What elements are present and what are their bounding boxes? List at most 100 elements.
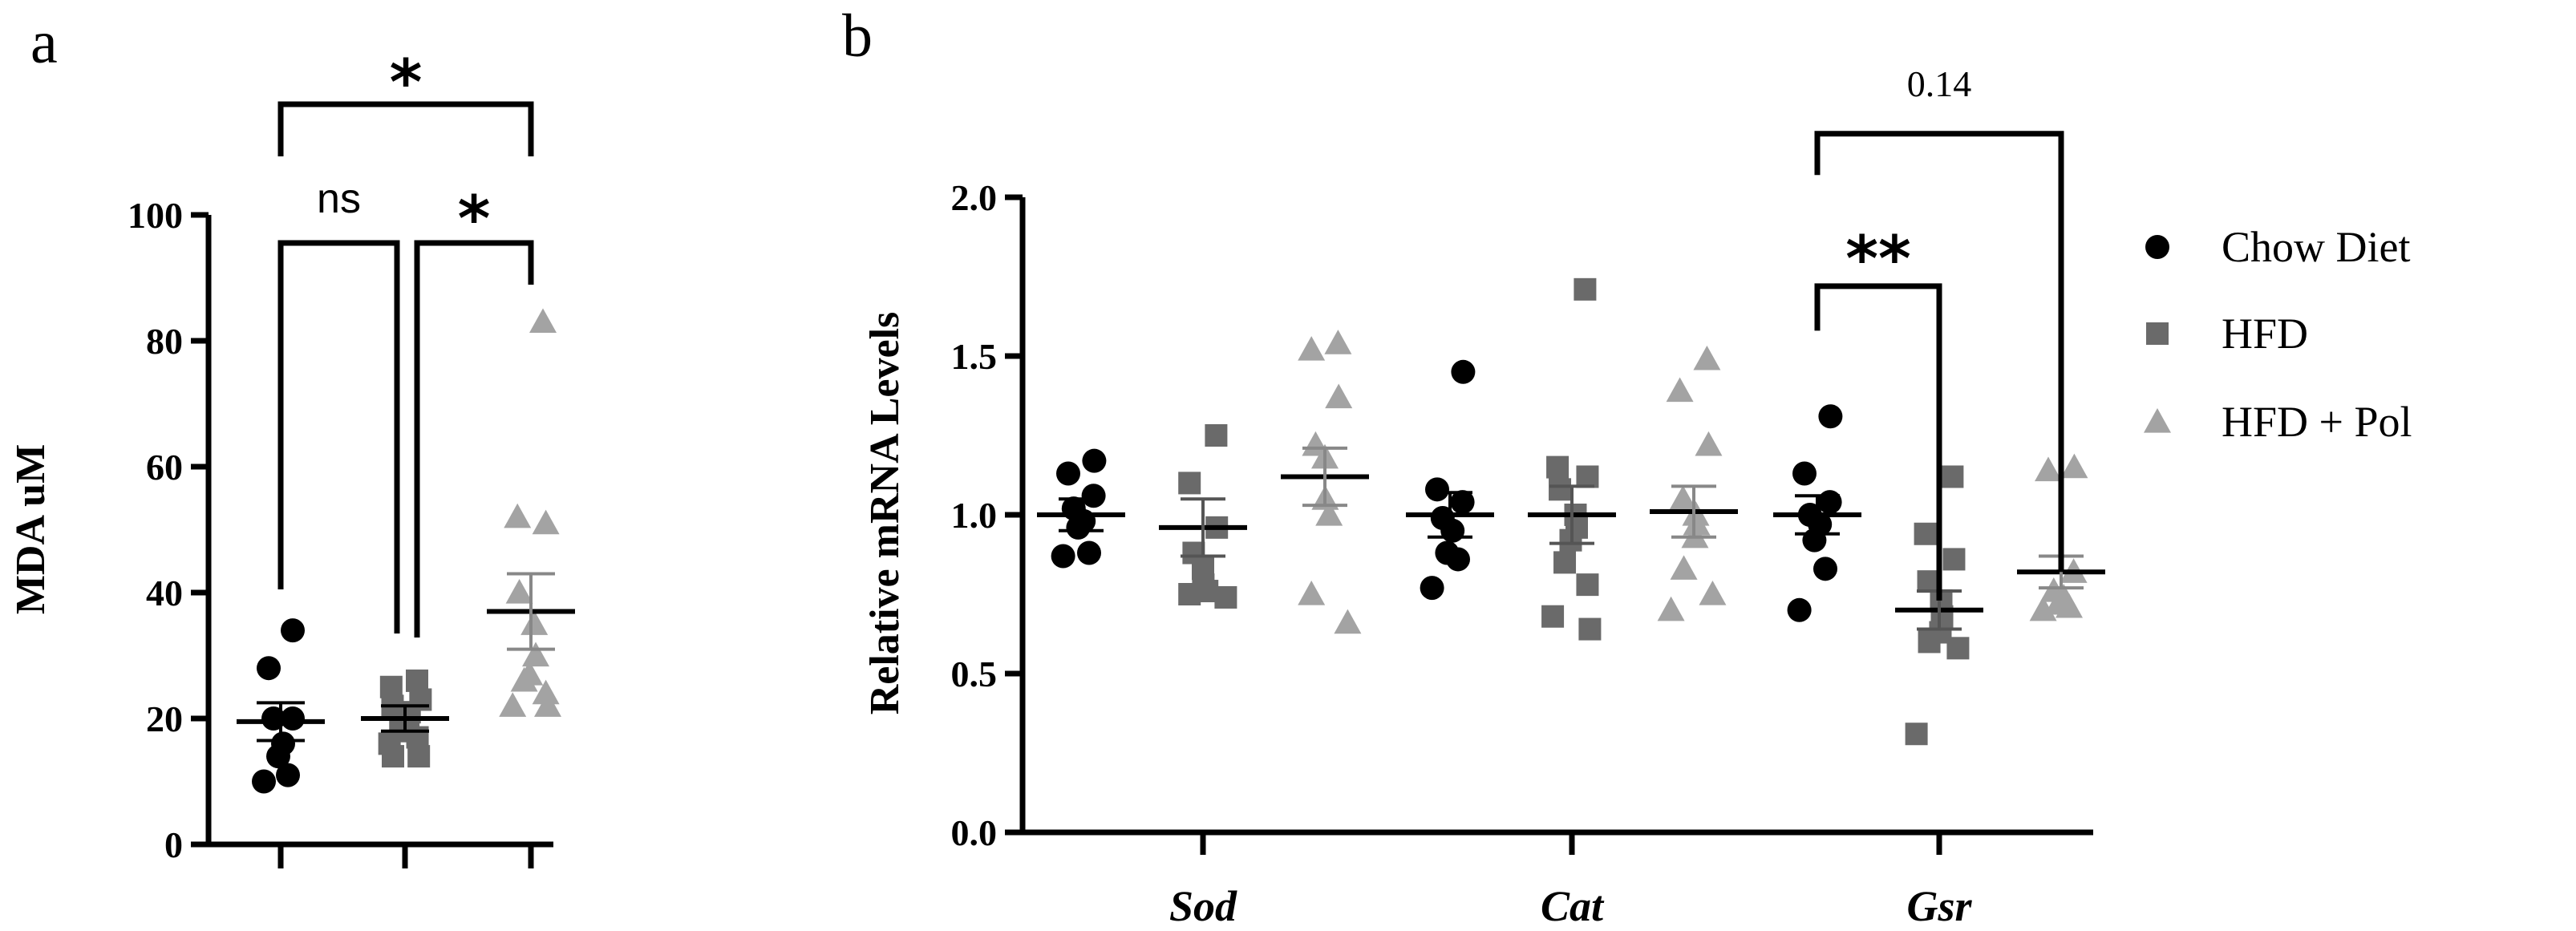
panel-b-point: [1178, 583, 1201, 605]
panel-b-point: [1695, 431, 1723, 456]
legend-label: HFD: [2222, 310, 2308, 358]
panel-b-point: [1446, 547, 1470, 572]
legend: Chow Diet HFD HFD + Pol: [2144, 223, 2412, 446]
legend-label: HFD + Pol: [2222, 398, 2412, 446]
panel-a-y-tick-label: 100: [128, 195, 183, 236]
panel-b-point: [1082, 448, 1107, 473]
panel-b-point: [1546, 455, 1569, 479]
panel-b-point: [2056, 593, 2083, 618]
panel-b-letter: b: [842, 2, 873, 70]
panel-a-significance-bracket: [277, 101, 534, 156]
panel-b-point: [1334, 609, 1362, 634]
panel-a-point: [266, 744, 290, 769]
panel-b-point: [1670, 555, 1698, 580]
panel-b-point: [1081, 484, 1106, 508]
panel-a-point: [534, 692, 561, 717]
panel-a-point: [505, 579, 533, 604]
panel-b-point: [1214, 585, 1237, 609]
panel-b-significance-bracket: [1814, 283, 1942, 601]
panel-a-point: [407, 745, 431, 768]
panel-b-point: [1576, 465, 1599, 488]
panel-a-point: [382, 745, 404, 768]
panel-b-point: [1941, 465, 1964, 488]
panel-b-point: [1666, 377, 1694, 403]
panel-b-point: [1946, 637, 1970, 660]
panel-b-x-tick-label: Cat: [1541, 882, 1605, 930]
legend-label: Chow Diet: [2222, 223, 2411, 271]
panel-b-point: [1178, 472, 1201, 495]
panel-b-point: [1693, 345, 1721, 370]
panel-b-point: [1298, 581, 1326, 605]
panel-b-significance-bracket: [1814, 131, 2064, 573]
panel-b-y-axis-label: Relative mRNA Levels: [862, 312, 908, 715]
panel-b-point: [1205, 424, 1228, 447]
panel-b-point: [1450, 490, 1475, 515]
panel-a-y-tick-label: 0: [164, 824, 183, 865]
panel-b-point: [1553, 551, 1577, 574]
panel-a-significance-bracket: [277, 240, 400, 633]
legend-marker-triangle: [2144, 408, 2171, 433]
panel-b-point: [1818, 404, 1843, 429]
panel-a-y-tick-label: 80: [146, 321, 183, 362]
panel-b-significance-label: **: [1845, 224, 1911, 296]
panel-a-point: [522, 642, 549, 667]
panel-a-significance-label: *: [458, 184, 491, 256]
panel-b-point: [1669, 485, 1697, 510]
panel-b-point: [1574, 277, 1597, 301]
panel-b-x-tick-label: Gsr: [1906, 882, 1972, 930]
panel-b-y-tick-label: 2.0: [951, 177, 998, 218]
panel-b-point: [1051, 544, 1075, 569]
panel-a-y-tick-label: 40: [146, 573, 183, 613]
legend-marker-square: [2146, 322, 2169, 345]
panel-b-x-tick-label: Sod: [1169, 882, 1237, 930]
panel-b-point: [1324, 330, 1352, 354]
panel-b-point: [2035, 456, 2062, 482]
panel-b-point: [1817, 490, 1842, 515]
panel-a-significance-bracket: [414, 240, 534, 638]
panel-b-y-tick-label: 0.5: [951, 654, 998, 694]
panel-a-point: [281, 618, 305, 643]
panel-a-point: [276, 763, 300, 787]
panel-b-point: [1813, 557, 1837, 581]
panel-a-y-axis-label: MDA uM: [8, 444, 54, 614]
panel-a-significance-label: ns: [317, 176, 361, 222]
panel-b-point: [2029, 596, 2057, 621]
panel-b-point: [1315, 501, 1343, 526]
panel-b-point: [1576, 573, 1599, 597]
panel-a-point: [257, 656, 281, 681]
panel-b-chart: Relative mRNA Levels 0.0 0.5 1.0 1.5 2.0 Sod C…: [862, 63, 2105, 930]
panel-a-point: [252, 769, 276, 794]
panel-b-y-tick-label: 1.5: [951, 336, 998, 377]
panel-b-point: [1066, 515, 1091, 540]
panel-b-point: [2060, 453, 2088, 479]
panel-a-significance-label: *: [390, 47, 423, 119]
panel-a-point: [379, 675, 403, 698]
panel-b-point: [1056, 461, 1080, 486]
panel-b-point: [1425, 477, 1449, 502]
panel-a-point: [499, 692, 527, 717]
panel-a-point: [406, 669, 428, 692]
panel-a-point: [532, 679, 560, 705]
panel-b-point: [1699, 581, 1727, 605]
panel-a-point: [510, 666, 538, 692]
panel-b-point: [1541, 605, 1565, 628]
panel-b-point: [1325, 383, 1353, 409]
panel-a-point: [504, 503, 532, 528]
panel-b-point: [1802, 528, 1827, 553]
panel-a-letter: a: [30, 9, 58, 76]
panel-b-point: [1077, 540, 1101, 565]
panel-a-y-tick-label: 20: [146, 698, 183, 739]
panel-b-significance-label: 0.14: [1907, 63, 1972, 104]
panel-b-point: [1918, 630, 1941, 654]
panel-a-y-tick-label: 60: [146, 447, 183, 488]
panel-b-point: [1420, 576, 1444, 601]
panel-b-y-tick-label: 0.0: [951, 812, 998, 853]
panel-b-point: [1578, 617, 1602, 641]
panel-b-point: [1787, 597, 1812, 622]
panel-b-point: [1914, 522, 1937, 545]
panel-b-point: [1942, 548, 1966, 571]
panel-b-point: [1905, 723, 1928, 746]
panel-a-point: [532, 509, 560, 535]
panel-a-point: [520, 610, 549, 635]
